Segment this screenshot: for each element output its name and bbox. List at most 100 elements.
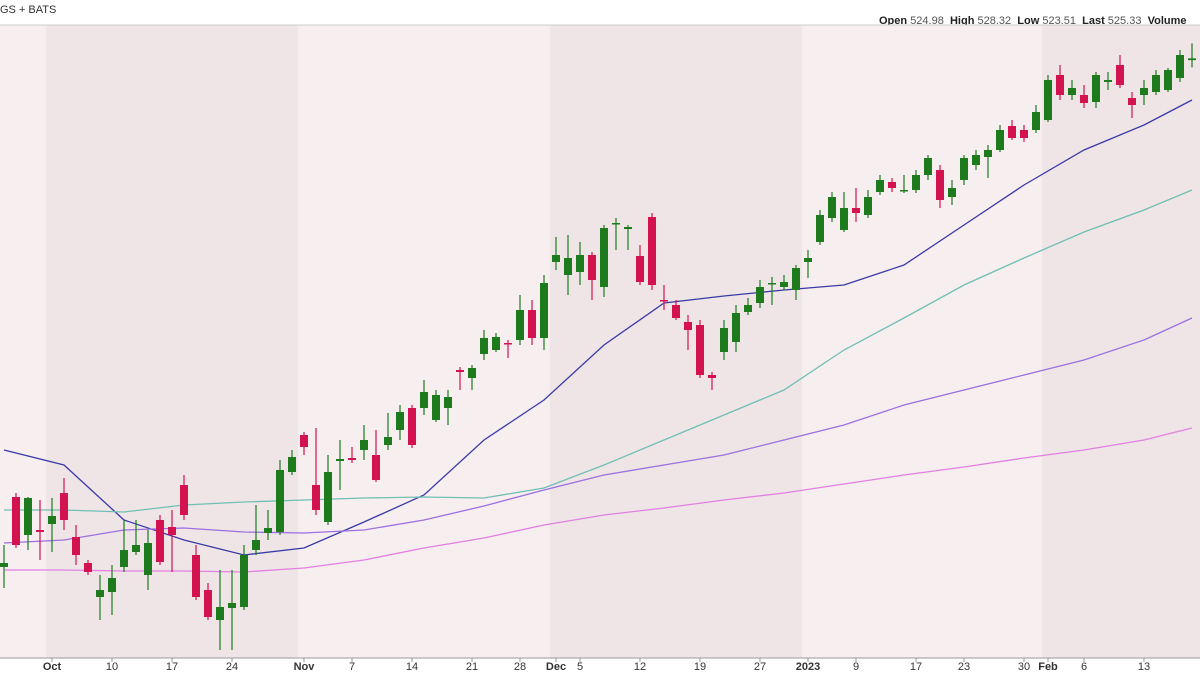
month-band bbox=[550, 25, 802, 658]
x-tick-label: 13 bbox=[1138, 661, 1150, 673]
candle-body bbox=[1152, 75, 1160, 92]
candle-body bbox=[972, 155, 980, 165]
x-tick-label: 21 bbox=[466, 661, 478, 673]
candle-body bbox=[444, 397, 452, 408]
candle-body bbox=[804, 258, 812, 262]
candle-body bbox=[396, 412, 404, 430]
candle-body bbox=[624, 227, 632, 229]
source-label: GS + BATS bbox=[0, 4, 57, 16]
candle-body bbox=[72, 537, 80, 555]
candle-body bbox=[372, 455, 380, 480]
candle-body bbox=[864, 197, 872, 215]
candle-body bbox=[1020, 130, 1028, 138]
candle-body bbox=[264, 528, 272, 533]
candle-body bbox=[84, 563, 92, 572]
x-tick-label: 2023 bbox=[796, 661, 820, 673]
candle-body bbox=[240, 555, 248, 607]
candle-body bbox=[204, 590, 212, 617]
candle-body bbox=[900, 190, 908, 192]
candle-body bbox=[732, 313, 740, 342]
candle-body bbox=[1008, 126, 1016, 138]
month-band bbox=[0, 25, 46, 658]
ohlc-label: High bbox=[949, 15, 975, 27]
month-band bbox=[802, 25, 1042, 658]
candle-body bbox=[612, 223, 620, 225]
candle-body bbox=[648, 217, 656, 285]
candle-body bbox=[888, 182, 896, 188]
candle-body bbox=[708, 375, 716, 378]
candle-body bbox=[144, 543, 152, 575]
candle-body bbox=[948, 188, 956, 197]
candle-body bbox=[936, 170, 944, 200]
x-tick-label: 14 bbox=[406, 661, 418, 673]
candle-body bbox=[540, 283, 548, 338]
candle-body bbox=[1068, 88, 1076, 95]
ohlc-value: 525.33 bbox=[1107, 15, 1142, 27]
candle-body bbox=[1104, 80, 1112, 82]
candle-body bbox=[60, 493, 68, 520]
ohlc-label: Last bbox=[1082, 15, 1105, 27]
x-tick-label: 7 bbox=[349, 661, 355, 673]
candle-body bbox=[12, 497, 20, 545]
candle-body bbox=[336, 459, 344, 461]
x-tick-label: 6 bbox=[1081, 661, 1087, 673]
candle-body bbox=[672, 305, 680, 318]
ohlc-value: 524.98 bbox=[910, 15, 944, 27]
candle-body bbox=[1164, 70, 1172, 90]
candle-body bbox=[276, 470, 284, 532]
candle-body bbox=[228, 603, 236, 608]
candle-body bbox=[1044, 80, 1052, 120]
candle-body bbox=[756, 287, 764, 303]
candle-body bbox=[924, 158, 932, 175]
moving-average-line bbox=[4, 427, 1193, 573]
x-tick-label: 30 bbox=[1018, 661, 1030, 673]
candle-body bbox=[528, 310, 536, 338]
candle-body bbox=[876, 180, 884, 192]
x-tick-label: 12 bbox=[634, 661, 646, 673]
candle-body bbox=[408, 408, 416, 445]
candle-body bbox=[684, 322, 692, 330]
candle-body bbox=[120, 550, 128, 567]
candle-body bbox=[720, 328, 728, 352]
candle-body bbox=[636, 256, 644, 282]
candle-body bbox=[324, 472, 332, 522]
ohlc-header: Open 524.98 High 528.32 Low 523.51 Last … bbox=[879, 15, 1187, 27]
candle-body bbox=[504, 343, 512, 345]
candle-body bbox=[108, 578, 116, 592]
ohlc-label: Low bbox=[1017, 15, 1040, 27]
candle-body bbox=[852, 208, 860, 213]
candle-body bbox=[48, 516, 56, 524]
candle-body bbox=[1056, 75, 1064, 95]
x-tick-label: 23 bbox=[958, 661, 970, 673]
candle-body bbox=[984, 150, 992, 157]
candle-body bbox=[1128, 98, 1136, 105]
candle-body bbox=[1176, 55, 1184, 78]
x-tick-label: Dec bbox=[546, 661, 566, 673]
x-tick-label: 10 bbox=[106, 661, 118, 673]
ohlc-value: 528.32 bbox=[977, 15, 1012, 27]
candle-body bbox=[288, 457, 296, 472]
candle-body bbox=[348, 458, 356, 460]
candle-body bbox=[780, 282, 788, 287]
candle-body bbox=[912, 175, 920, 190]
candle-body bbox=[660, 300, 668, 302]
candle-body bbox=[24, 498, 32, 535]
x-tick-label: 19 bbox=[694, 661, 706, 673]
candle-body bbox=[384, 437, 392, 445]
moving-average-line bbox=[3, 99, 1193, 556]
candle-body bbox=[576, 255, 584, 272]
x-tick-label: 17 bbox=[166, 661, 178, 673]
x-tick-label: 17 bbox=[910, 661, 922, 673]
candle-body bbox=[1080, 95, 1088, 103]
candle-body bbox=[492, 337, 500, 350]
candle-body bbox=[588, 255, 596, 280]
x-tick-label: 27 bbox=[754, 661, 766, 673]
candle-body bbox=[600, 228, 608, 287]
candle-body bbox=[516, 310, 524, 340]
candle-body bbox=[564, 258, 572, 275]
candle-body bbox=[792, 268, 800, 290]
moving-average-line bbox=[4, 189, 1193, 513]
candle-body bbox=[816, 215, 824, 242]
candle-body bbox=[36, 530, 44, 532]
